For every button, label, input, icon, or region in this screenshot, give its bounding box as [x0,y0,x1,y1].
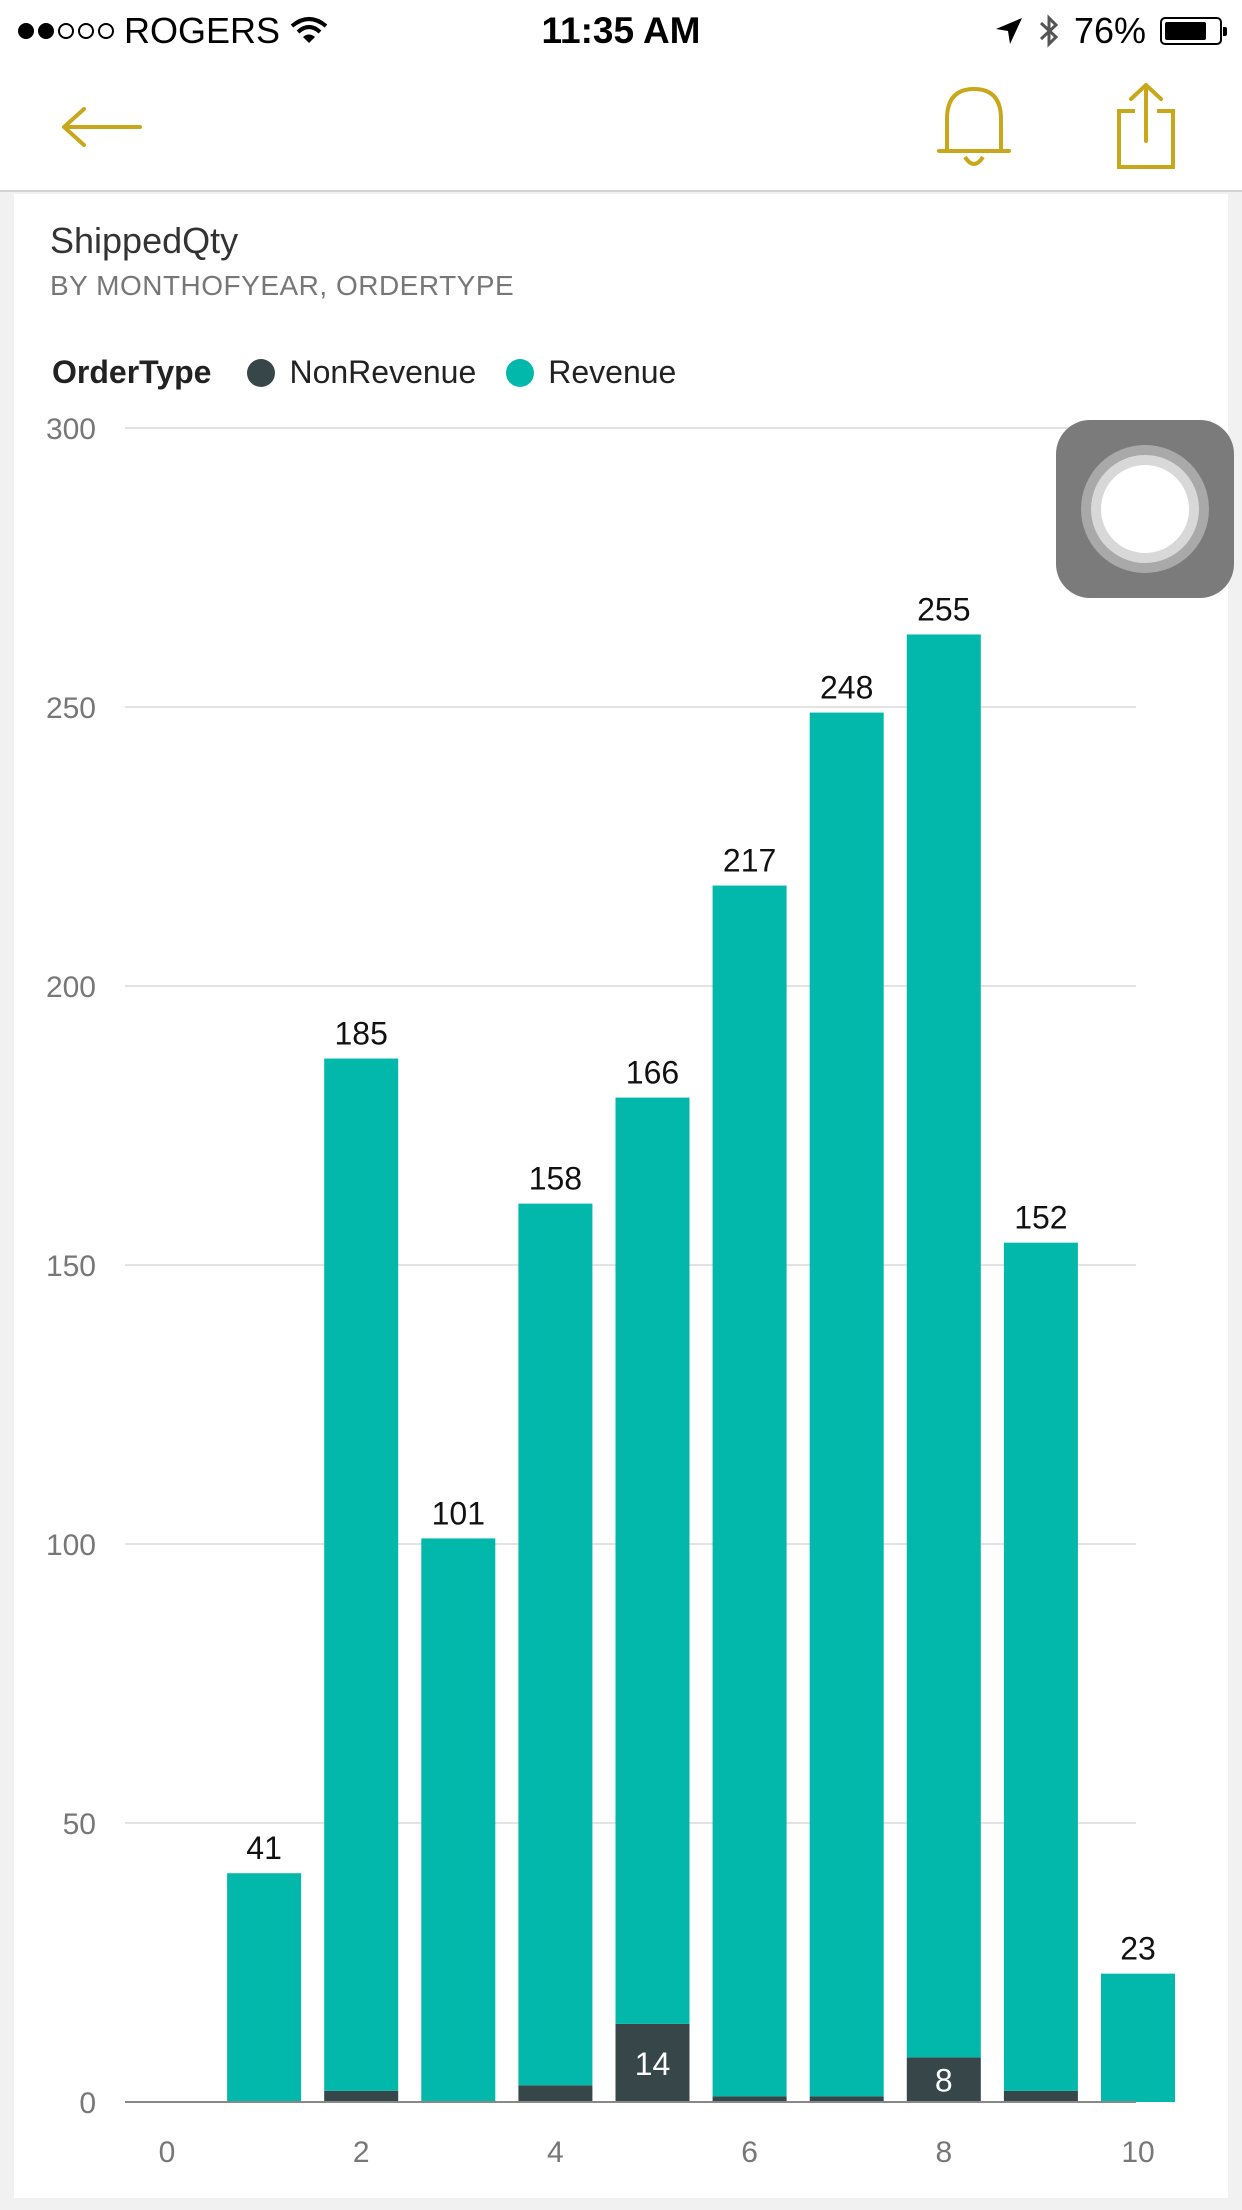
x-tick-label: 0 [159,2136,176,2169]
signal-dot [38,23,54,39]
legend-swatch [247,358,276,387]
chart-subtitle: BY MONTHOFYEAR, ORDERTYPE [50,270,515,301]
data-label-nonrevenue: 8 [935,2063,953,2099]
data-label-revenue: 23 [1120,1931,1156,1967]
chart-title: ShippedQty [50,220,239,261]
location-arrow-icon [995,18,1022,44]
share-button[interactable] [1090,72,1202,182]
bar-chart: 0 50 100 150 200 250 300 0 2 4 6 8 10 41 185 101 158 166 1… [46,413,1175,2169]
y-tick-label: 50 [63,1808,96,1841]
battery-percent: 76% [1073,10,1146,51]
x-tick-label: 6 [741,2136,758,2169]
legend-label: Revenue [548,354,677,390]
status-time: 11:35 AM [541,10,701,51]
bar-nonrevenue [712,2096,787,2102]
nav-bar [0,62,1242,192]
bluetooth-icon [1039,14,1059,48]
legend-label: NonRevenue [289,354,477,390]
data-label-revenue: 152 [1014,1200,1067,1236]
legend-item-nonrevenue[interactable]: NonRevenue [247,354,476,391]
data-label-revenue: 185 [335,1016,388,1052]
bar-nonrevenue [324,2090,399,2102]
bar-revenue [906,634,981,2058]
legend-title: OrderType [52,354,212,390]
bar-revenue [1003,1242,1078,2091]
y-tick-label: 100 [46,1529,96,1562]
x-tick-label: 8 [935,2136,952,2169]
data-label-revenue: 248 [820,670,873,706]
y-tick-label: 250 [46,692,96,725]
status-bar: ROGERS 11:35 AM 76% [0,0,1242,62]
x-tick-label: 4 [547,2136,564,2169]
signal-dot [98,23,114,39]
x-tick-label: 10 [1121,2136,1154,2169]
wifi-icon [290,17,328,43]
bar-revenue [518,1203,593,2086]
chart-legend: OrderType NonRevenue Revenue [52,354,706,391]
bell-icon [937,87,1011,166]
share-icon [1117,83,1175,169]
battery-icon [1160,17,1227,45]
signal-dot [58,23,74,39]
bar-nonrevenue [1003,2090,1078,2102]
bar-revenue [712,885,787,2097]
data-label-revenue: 101 [432,1495,485,1531]
legend-swatch [506,358,535,387]
y-tick-label: 300 [46,413,96,446]
signal-strength-icon [18,23,114,39]
y-tick-label: 150 [46,1250,96,1283]
data-label-revenue: 41 [246,1830,282,1866]
assistive-touch-center [1101,465,1189,553]
data-label-revenue: 166 [626,1055,679,1091]
content-area: ShippedQty BY MONTHOFYEAR, ORDERTYPE Ord… [0,192,1242,2210]
data-label-revenue: 217 [723,843,776,879]
data-label-nonrevenue: 14 [635,2046,671,2082]
signal-dot [18,23,34,39]
bar-nonrevenue [906,2057,981,2102]
battery-tip [1223,27,1227,36]
y-tick-label: 200 [46,971,96,1004]
legend-item-revenue[interactable]: Revenue [506,354,676,391]
bar-nonrevenue [615,2023,690,2102]
data-label-revenue: 158 [529,1161,582,1197]
data-label-revenue: 255 [917,591,970,627]
arrow-left-icon [62,107,142,147]
bar-revenue [809,712,884,2097]
bar-nonrevenue [518,2085,593,2102]
bar-revenue [421,1538,496,2102]
status-left: ROGERS [18,10,328,52]
alert-button[interactable] [918,72,1030,182]
battery-fill [1165,22,1207,40]
x-tick-label: 2 [353,2136,370,2169]
bar-nonrevenue [809,2096,884,2102]
bar-revenue [1101,1973,1175,2102]
bar-revenue [615,1097,690,2024]
bar-revenue [324,1058,399,2091]
assistive-touch-button[interactable] [1056,420,1234,598]
bar-revenue [227,1873,302,2102]
carrier-name: ROGERS [124,10,281,51]
status-right: 76% [994,10,1227,52]
y-tick-label: 0 [79,2087,96,2120]
signal-dot [78,23,94,39]
back-button[interactable] [40,72,160,182]
